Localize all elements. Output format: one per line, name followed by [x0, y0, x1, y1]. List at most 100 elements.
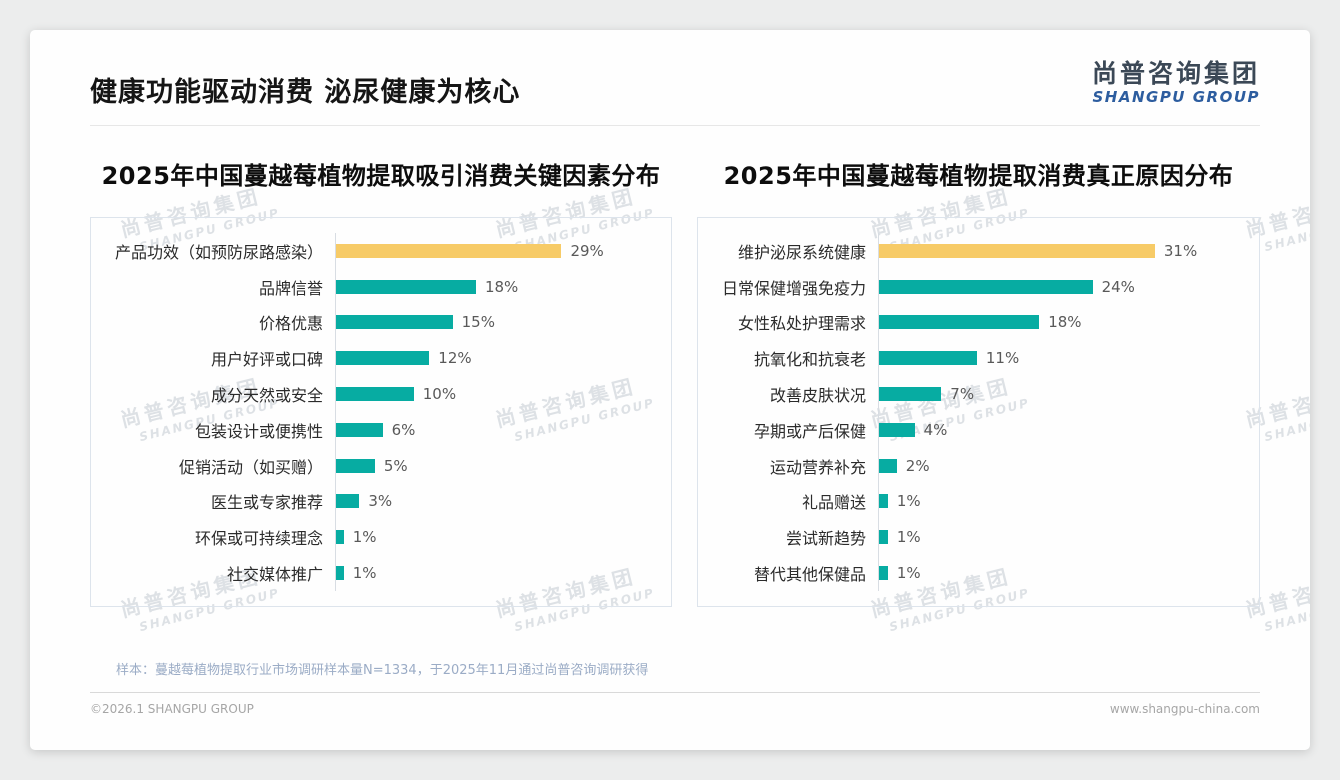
category-label: 价格优惠	[258, 314, 323, 334]
bar-track: 1%	[878, 483, 1235, 520]
bar-row: 用户好评或口碑 12%	[91, 340, 647, 377]
value-label: 15%	[461, 313, 495, 332]
bar-row: 抗氧化和抗衰老 11%	[698, 340, 1235, 377]
bar-track: 1%	[335, 555, 647, 591]
bar-track: 29%	[335, 233, 647, 269]
bar-row: 日常保健增强免疫力 24%	[698, 268, 1235, 305]
bar-row: 改善皮肤状况 7%	[698, 376, 1235, 412]
bar-rows: 维护泌尿系统健康 31% 日常保健增强免疫力 24% 女性私处护理需求 18% 抗氧化和抗衰…	[698, 233, 1235, 591]
bar	[336, 279, 476, 294]
value-label: 1%	[896, 564, 921, 583]
bar-track: 12%	[335, 340, 647, 377]
bar	[879, 458, 897, 473]
bar-track: 1%	[878, 555, 1235, 591]
category-label: 孕期或产后保健	[753, 421, 866, 441]
footer: ©2026.1 SHANGPU GROUP www.shangpu-china.…	[90, 702, 1260, 716]
sample-footnote: 样本：蔓越莓植物提取行业市场调研样本量N=1334，于2025年11月通过尚普咨…	[116, 663, 649, 678]
category-label: 维护泌尿系统健康	[737, 242, 866, 262]
header: 健康功能驱动消费 泌尿健康为核心 尚普咨询集团 SHANGPU GROUP	[90, 30, 1260, 126]
bar-track: 1%	[335, 519, 647, 556]
bar-row: 替代其他保健品 1%	[698, 555, 1235, 591]
chart-title: 2025年中国蔓越莓植物提取吸引消费关键因素分布	[101, 162, 661, 190]
category-label: 抗氧化和抗衰老	[753, 350, 866, 370]
bar	[879, 279, 1093, 294]
chart-panel: 维护泌尿系统健康 31% 日常保健增强免疫力 24% 女性私处护理需求 18% 抗氧化和抗衰…	[697, 217, 1260, 607]
category-label: 运动营养补充	[769, 457, 866, 477]
bar-track: 10%	[335, 376, 647, 412]
bar-track: 7%	[878, 376, 1235, 412]
value-label: 5%	[383, 456, 408, 475]
bar-row: 品牌信誉 18%	[91, 268, 647, 305]
value-label: 1%	[352, 528, 377, 547]
category-label: 社交媒体推广	[226, 565, 323, 585]
bar-track: 11%	[878, 340, 1235, 377]
bar	[879, 494, 888, 509]
bar	[336, 530, 344, 545]
value-label: 3%	[368, 492, 393, 511]
category-label: 成分天然或安全	[210, 386, 323, 406]
value-label: 18%	[484, 277, 519, 296]
page-title: 健康功能驱动消费 泌尿健康为核心	[90, 77, 521, 108]
bar-track: 4%	[878, 411, 1235, 448]
value-label: 24%	[1101, 277, 1135, 296]
bar	[879, 422, 915, 437]
bar-track: 31%	[878, 233, 1235, 269]
bar	[336, 387, 414, 402]
category-label: 促销活动（如买赠）	[178, 457, 323, 477]
bar	[336, 458, 375, 473]
category-label: 女性私处护理需求	[737, 314, 866, 334]
value-label: 1%	[352, 564, 377, 583]
chart-panel: 产品功效（如预防尿路感染） 29% 品牌信誉 18% 价格优惠 15% 用户好评或口碑 12%…	[90, 217, 672, 607]
category-label: 尝试新趋势	[785, 529, 866, 549]
value-label: 12%	[438, 349, 472, 368]
bar-row: 运动营养补充 2%	[698, 447, 1235, 484]
bar	[336, 351, 430, 366]
bar-rows: 产品功效（如预防尿路感染） 29% 品牌信誉 18% 价格优惠 15% 用户好评或口碑 12%…	[91, 233, 647, 591]
bar	[336, 315, 453, 330]
bar-track: 1%	[878, 519, 1235, 556]
bar-track: 18%	[878, 304, 1235, 341]
bar-track: 5%	[335, 447, 647, 484]
bar-track: 3%	[335, 483, 647, 520]
bar	[879, 530, 888, 545]
value-label: 2%	[905, 456, 930, 475]
bar-row: 礼品赠送 1%	[698, 483, 1235, 520]
category-label: 医生或专家推荐	[210, 493, 323, 513]
bar-row: 孕期或产后保健 4%	[698, 411, 1235, 448]
value-label: 31%	[1163, 241, 1198, 260]
chart-right: 2025年中国蔓越莓植物提取消费真正原因分布 维护泌尿系统健康 31% 日常保健增强…	[697, 156, 1260, 607]
category-label: 产品功效（如预防尿路感染）	[114, 242, 323, 262]
bar	[879, 566, 888, 581]
category-label: 替代其他保健品	[753, 565, 866, 585]
bar-track: 24%	[878, 268, 1235, 305]
bar-track: 6%	[335, 411, 647, 448]
category-label: 品牌信誉	[258, 278, 323, 298]
bar-row: 女性私处护理需求 18%	[698, 304, 1235, 341]
bar	[879, 243, 1155, 258]
bar-row: 产品功效（如预防尿路感染） 29%	[91, 233, 647, 269]
bar-track: 15%	[335, 304, 647, 341]
bar-track: 2%	[878, 447, 1235, 484]
bar-row: 成分天然或安全 10%	[91, 376, 647, 412]
slide: 尚普咨询集团 SHANGPU GROUP 尚普咨询集团 SHANGPU GROUP 尚普…	[30, 30, 1310, 750]
bar-row: 医生或专家推荐 3%	[91, 483, 647, 520]
bar	[336, 566, 344, 581]
bar	[879, 351, 977, 366]
footer-url: www.shangpu-china.com	[1109, 702, 1260, 716]
footer-divider	[90, 692, 1260, 693]
category-label: 日常保健增强免疫力	[721, 278, 866, 298]
bar	[336, 494, 360, 509]
value-label: 29%	[570, 241, 604, 260]
bar-row: 包装设计或便携性 6%	[91, 411, 647, 448]
charts-row: 2025年中国蔓越莓植物提取吸引消费关键因素分布 产品功效（如预防尿路感染） 29…	[90, 156, 1260, 607]
value-label: 18%	[1048, 313, 1082, 332]
chart-left: 2025年中国蔓越莓植物提取吸引消费关键因素分布 产品功效（如预防尿路感染） 29…	[90, 156, 672, 607]
value-label: 7%	[950, 385, 975, 404]
bar-track: 18%	[335, 268, 647, 305]
value-label: 1%	[896, 528, 921, 547]
category-label: 用户好评或口碑	[210, 350, 323, 370]
company-logo: 尚普咨询集团 SHANGPU GROUP	[1092, 59, 1260, 106]
bar	[879, 315, 1040, 330]
value-label: 6%	[391, 420, 416, 439]
bar-row: 价格优惠 15%	[91, 304, 647, 341]
